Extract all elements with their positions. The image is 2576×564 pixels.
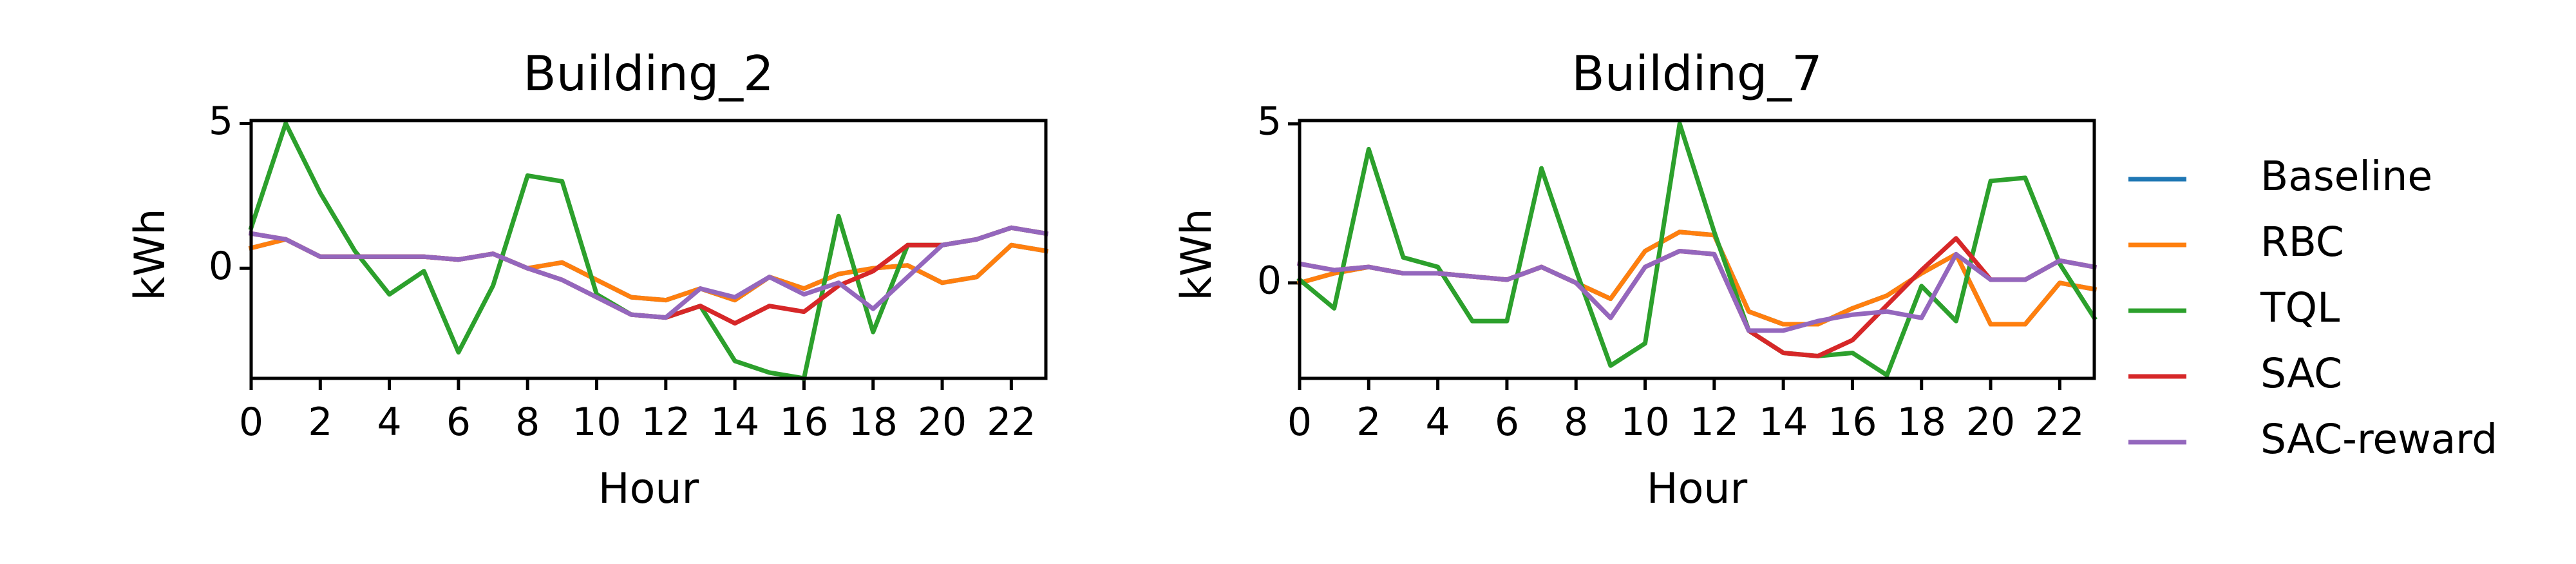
x-tick-label: 14	[1759, 400, 1808, 445]
x-tick-label: 4	[1426, 400, 1450, 445]
legend-entry-sac: SAC	[2128, 350, 2342, 397]
legend-entry-rbc: RBC	[2128, 219, 2344, 266]
x-tick-label: 4	[377, 400, 402, 445]
y-tick-label: 0	[209, 244, 233, 289]
x-axis-label: Hour	[598, 465, 699, 513]
y-tick-label: 5	[209, 99, 233, 144]
x-tick-label: 10	[572, 400, 621, 445]
legend-entry-baseline: Baseline	[2128, 153, 2432, 200]
legend-label-sac-reward: SAC-reward	[2260, 416, 2497, 463]
legend-label-rbc: RBC	[2260, 219, 2344, 266]
series-line-tql	[1296, 121, 2098, 378]
chart-title: Building_7	[1571, 45, 1822, 102]
series-line-tql	[248, 121, 1049, 381]
x-tick-label: 20	[918, 400, 967, 445]
legend-label-sac: SAC	[2260, 350, 2342, 397]
x-axis-label: Hour	[1647, 465, 1748, 513]
x-tick-label: 18	[849, 400, 898, 445]
x-tick-label: 22	[2035, 400, 2084, 445]
plot-frame	[1298, 119, 2096, 380]
x-tick-label: 10	[1620, 400, 1669, 445]
x-tick-label: 8	[515, 400, 540, 445]
chart-building-7: Building_7 kWh Hour 0 2 4 6 8 10 12 14 16 18 20 220…	[1173, 45, 2098, 513]
chart-building-2: Building_2 kWh Hour 0 2 4 6 8 10 12 14 16 18 20 220…	[126, 45, 1049, 513]
x-tick-label: 6	[1495, 400, 1519, 445]
y-tick-label: 0	[1257, 258, 1282, 303]
plot-frame	[249, 119, 1048, 380]
x-tick-label: 0	[239, 400, 263, 445]
x-tick-label: 8	[1564, 400, 1588, 445]
y-tick-label: 5	[1257, 99, 1282, 144]
series-line-sac-reward	[248, 225, 1049, 320]
x-tick-label: 12	[641, 400, 690, 445]
x-tick-label: 16	[779, 400, 828, 445]
legend-label-tql: TQL	[2260, 284, 2340, 331]
legend-entry-sac-reward: SAC-reward	[2128, 416, 2497, 463]
series-lines	[248, 121, 1049, 381]
y-axis-label: kWh	[1173, 208, 1221, 300]
x-tick-label: 0	[1287, 400, 1312, 445]
chart-title: Building_2	[523, 45, 773, 102]
x-tick-label: 18	[1897, 400, 1946, 445]
series-line-sac-reward	[1296, 248, 2098, 333]
legend-label-baseline: Baseline	[2260, 153, 2432, 200]
x-tick-label: 2	[1356, 400, 1381, 445]
x-tick-label: 20	[1966, 400, 2015, 445]
legend: Baseline RBC TQL SAC SAC-reward	[2128, 153, 2497, 463]
x-tick-label: 2	[308, 400, 332, 445]
x-tick-label: 16	[1828, 400, 1877, 445]
y-axis-label: kWh	[126, 208, 175, 300]
x-tick-label: 6	[446, 400, 471, 445]
legend-entry-tql: TQL	[2128, 284, 2340, 331]
x-tick-label: 14	[710, 400, 759, 445]
x-tick-label: 22	[987, 400, 1036, 445]
x-tick-label: 12	[1690, 400, 1739, 445]
series-lines	[1296, 121, 2098, 378]
